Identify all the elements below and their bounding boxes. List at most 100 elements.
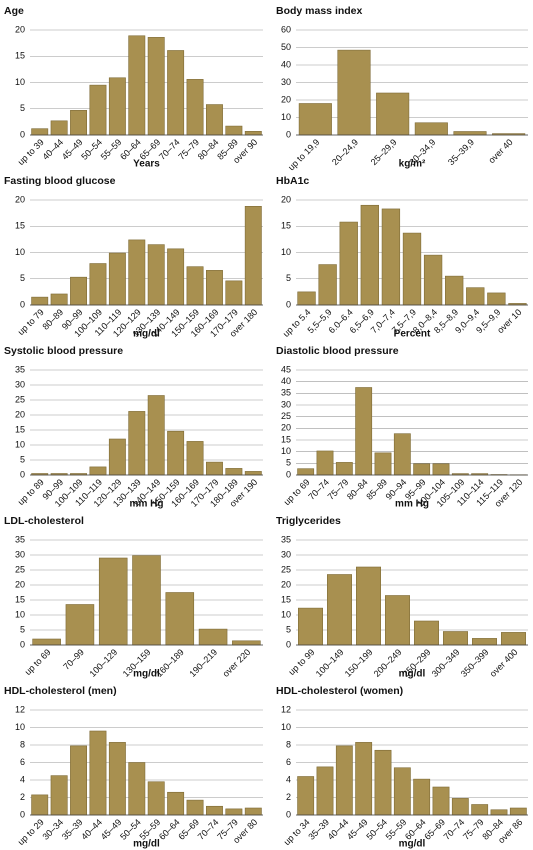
x-tick-label: 45–49	[60, 137, 85, 162]
y-tick-label: 5	[20, 454, 25, 464]
y-tick-label: 15	[281, 221, 291, 231]
x-tick-label: 45–49	[345, 817, 370, 842]
y-tick-label: 15	[15, 51, 25, 61]
bar	[335, 462, 353, 476]
bar	[244, 206, 262, 306]
bar	[232, 640, 261, 646]
bar	[355, 742, 373, 816]
y-tick-label: 15	[281, 594, 291, 604]
y-tick-label: 0	[286, 469, 291, 479]
chart-title: Systolic blood pressure	[4, 345, 123, 357]
bar	[108, 77, 126, 136]
bar	[89, 84, 107, 136]
x-axis-label: mg/dl	[133, 839, 160, 850]
bar	[132, 555, 161, 646]
y-tick-label: 25	[15, 394, 25, 404]
x-tick-label: 35–39,9	[446, 137, 476, 167]
bar	[206, 461, 223, 476]
x-tick-label: up to 69	[282, 477, 312, 507]
x-tick-label: 60–64	[157, 817, 182, 842]
x-tick-label: 80–84	[196, 137, 221, 162]
y-tick-label: 60	[281, 24, 291, 34]
y-tick-label: 0	[20, 469, 25, 479]
y-tick-label: 35	[15, 364, 25, 374]
bar	[414, 122, 448, 136]
bar	[225, 468, 243, 476]
x-axis-label: kg/m²	[399, 159, 426, 170]
x-axis-label: mg/dl	[133, 329, 160, 340]
y-tick-label: 0	[20, 639, 25, 649]
x-axis-label: mm Hg	[395, 499, 429, 510]
bar	[509, 807, 527, 816]
y-tick-label: 5	[20, 624, 25, 634]
x-tick-label: 25–29,9	[369, 137, 399, 167]
x-tick-label: 75–79	[461, 817, 486, 842]
bar	[206, 805, 223, 816]
x-tick-label: over 40	[486, 137, 514, 165]
y-tick-label: 20	[281, 423, 291, 433]
bar	[98, 557, 128, 646]
x-tick-label: 70–74	[442, 817, 467, 842]
x-tick-label: up to 69	[23, 647, 53, 677]
bar	[356, 566, 381, 646]
y-tick-label: 30	[281, 399, 291, 409]
y-tick-label: 0	[20, 299, 25, 309]
x-axis-label: Percent	[394, 329, 431, 340]
x-tick-label: up to 5.4	[281, 307, 313, 339]
bar	[360, 204, 379, 306]
x-tick-label: 40–44	[79, 817, 104, 842]
y-tick-label: 2	[286, 792, 291, 802]
y-tick-label: 20	[15, 579, 25, 589]
bar	[374, 452, 392, 476]
x-axis-label: mg/dl	[133, 669, 160, 680]
y-tick-label: 10	[281, 446, 291, 456]
x-tick-label: 75–79	[176, 137, 201, 162]
bar	[198, 628, 228, 646]
bar	[376, 92, 410, 136]
y-tick-label: 5	[20, 273, 25, 283]
bar	[167, 430, 185, 476]
bar	[186, 441, 204, 476]
y-tick-label: 20	[15, 194, 25, 204]
bar	[316, 450, 334, 476]
y-tick-label: 2	[20, 792, 25, 802]
bar	[32, 638, 61, 646]
bar	[244, 131, 262, 136]
bar	[89, 466, 107, 476]
y-tick-label: 15	[15, 424, 25, 434]
x-tick-label: over 400	[488, 647, 520, 679]
x-tick-label: over 220	[221, 647, 253, 679]
y-tick-label: 12	[15, 704, 25, 714]
y-tick-label: 5	[20, 103, 25, 113]
bar	[89, 263, 107, 306]
bar	[167, 791, 185, 816]
y-tick-label: 10	[281, 112, 291, 122]
bar	[443, 631, 468, 646]
x-tick-label: 65–69	[422, 817, 447, 842]
chart-title: HbA1c	[276, 175, 309, 187]
x-tick-label: up to 19,9	[286, 137, 321, 172]
bar	[108, 742, 126, 816]
bar	[413, 778, 431, 816]
y-tick-label: 10	[281, 609, 291, 619]
y-tick-label: 6	[20, 757, 25, 767]
bar	[225, 808, 243, 816]
bar	[50, 293, 68, 306]
bar	[50, 120, 68, 136]
y-tick-label: 25	[15, 564, 25, 574]
bar	[70, 745, 87, 816]
x-tick-label: 40–44	[40, 137, 65, 162]
y-tick-label: 25	[281, 411, 291, 421]
y-tick-label: 10	[15, 439, 25, 449]
bar	[393, 767, 411, 816]
y-tick-label: 10	[15, 722, 25, 732]
bar	[89, 730, 107, 816]
y-tick-label: 15	[281, 434, 291, 444]
bar	[490, 809, 508, 816]
bar	[31, 128, 49, 136]
bar	[318, 264, 337, 306]
y-tick-label: 30	[281, 549, 291, 559]
y-tick-label: 20	[281, 94, 291, 104]
x-tick-label: 45–49	[99, 817, 124, 842]
bar	[128, 411, 146, 476]
